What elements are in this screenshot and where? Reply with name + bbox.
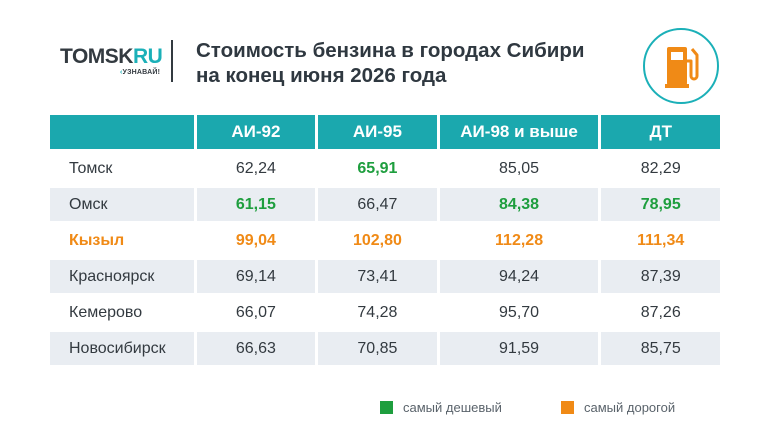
price-cell: 66,63 xyxy=(196,332,316,365)
price-cell: 85,75 xyxy=(601,332,720,365)
price-cell: 84,38 xyxy=(439,188,599,221)
table-row: Кызыл 99,04 102,80 112,28 111,34 xyxy=(50,224,720,257)
table-header-row: АИ-92 АИ-95 АИ-98 и выше ДТ xyxy=(50,115,720,149)
column-header: АИ-95 xyxy=(318,115,437,149)
fuel-pump-badge xyxy=(643,28,719,104)
price-cell: 99,04 xyxy=(235,231,276,249)
price-cell: 94,24 xyxy=(439,260,599,293)
price-cell: 82,29 xyxy=(640,159,681,177)
fuel-pump-icon xyxy=(665,47,699,88)
legend-swatch-green xyxy=(380,401,393,414)
city-name: Кызыл xyxy=(69,231,125,249)
price-cell: 66,07 xyxy=(235,303,276,321)
price-cell: 111,34 xyxy=(637,231,685,249)
fuel-price-table: АИ-92 АИ-95 АИ-98 и выше ДТ Томск 62,24 … xyxy=(47,112,723,368)
price-cell: 70,85 xyxy=(318,332,437,365)
price-cell: 112,28 xyxy=(495,231,544,249)
brand-logo: TOMSKRU ‹УЗНАВАЙ! xyxy=(60,45,163,77)
price-cell: 87,26 xyxy=(640,303,681,321)
corner-header xyxy=(50,115,194,149)
price-cell: 78,95 xyxy=(601,188,720,221)
price-cell: 62,24 xyxy=(235,159,276,177)
city-name: Новосибирск xyxy=(50,332,194,365)
price-cell: 61,15 xyxy=(196,188,316,221)
price-cell: 74,28 xyxy=(357,303,398,321)
chart-title: Стоимость бензина в городах Сибири на ко… xyxy=(196,38,636,88)
title-line-1: Стоимость бензина в городах Сибири xyxy=(196,39,585,62)
legend-swatch-orange xyxy=(561,401,574,414)
table-row: Томск 62,24 65,91 85,05 82,29 xyxy=(50,152,720,185)
column-header: АИ-98 и выше xyxy=(439,115,599,149)
city-name: Кемерово xyxy=(69,303,143,321)
table-row: Омск 61,15 66,47 84,38 78,95 xyxy=(50,188,720,221)
price-cell: 65,91 xyxy=(357,159,398,177)
column-header: ДТ xyxy=(601,115,720,149)
price-cell: 66,47 xyxy=(318,188,437,221)
legend-cheapest: самый дешевый xyxy=(380,400,502,415)
price-cell: 85,05 xyxy=(499,159,540,177)
price-cell: 73,41 xyxy=(318,260,437,293)
logo-wordmark: TOMSKRU xyxy=(60,45,163,68)
city-name: Томск xyxy=(69,159,113,177)
title-line-2: на конец июня 2026 года xyxy=(196,64,447,87)
table-row: Красноярск 69,14 73,41 94,24 87,39 xyxy=(50,260,720,293)
header-divider xyxy=(171,40,173,82)
column-header: АИ-92 xyxy=(196,115,316,149)
table-row: Кемерово 66,07 74,28 95,70 87,26 xyxy=(50,296,720,329)
legend-most-expensive: самый дорогой xyxy=(561,400,675,415)
legend-label: самый дорогой xyxy=(584,400,676,415)
city-name: Омск xyxy=(50,188,194,221)
price-cell: 91,59 xyxy=(439,332,599,365)
price-cell: 69,14 xyxy=(196,260,316,293)
legend-label: самый дешевый xyxy=(403,400,502,415)
price-cell: 95,70 xyxy=(499,303,540,321)
logo-tagline: ‹УЗНАВАЙ! xyxy=(120,69,161,76)
city-name: Красноярск xyxy=(50,260,194,293)
table-row: Новосибирск 66,63 70,85 91,59 85,75 xyxy=(50,332,720,365)
price-cell: 87,39 xyxy=(601,260,720,293)
price-cell: 102,80 xyxy=(352,231,402,249)
